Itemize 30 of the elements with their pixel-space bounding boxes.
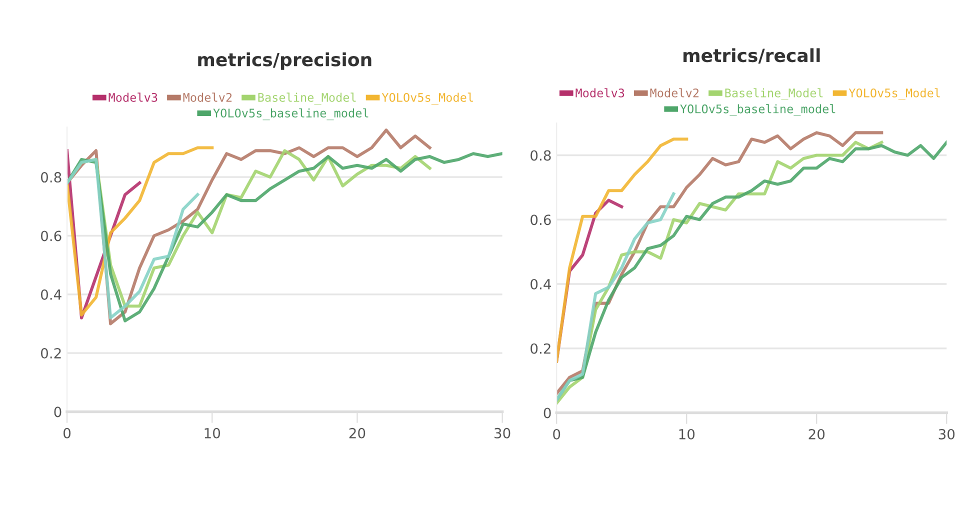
y-tick-label: 0.2 xyxy=(40,348,61,359)
legend-label: Baseline_Model xyxy=(725,88,823,100)
y-tick-label: 0.8 xyxy=(40,172,62,183)
legend-label: YOLOv5s_baseline_model xyxy=(213,108,368,120)
y-tick-label: 0.6 xyxy=(40,230,62,242)
legend-label: Baseline_Model xyxy=(258,92,356,104)
y-tick-label: 0.6 xyxy=(530,214,551,226)
x-tick-label: 30 xyxy=(938,428,955,440)
x-tick-label: 30 xyxy=(494,428,510,438)
legend-label: Modelv3 xyxy=(576,88,624,98)
x-tick-label: 10 xyxy=(679,428,695,440)
chart-title: metrics/recall xyxy=(683,48,820,64)
legend-label: YOLOv5s_Model xyxy=(848,88,940,100)
legend-label: YOLOv5s_baseline_model xyxy=(680,104,836,116)
legend-label: Modelv3 xyxy=(108,92,158,102)
legend-label: Modelv2 xyxy=(650,88,699,98)
y-tick-label: 0.2 xyxy=(530,343,550,354)
x-tick-label: 20 xyxy=(349,428,366,438)
y-tick-label: 0 xyxy=(54,406,62,418)
x-tick-label: 20 xyxy=(808,428,825,440)
y-tick-label: 0.4 xyxy=(530,278,551,290)
y-tick-label: 0 xyxy=(544,408,551,418)
y-tick-label: 0.4 xyxy=(40,289,62,300)
x-tick-label: 0 xyxy=(64,428,71,438)
y-tick-label: 0.8 xyxy=(530,150,551,161)
chart-title: metrics/precision xyxy=(198,52,372,70)
x-tick-label: 0 xyxy=(553,428,560,440)
legend-label: Modelv2 xyxy=(183,92,232,102)
x-tick-label: 10 xyxy=(204,428,220,438)
legend-label: YOLOv5s_Model xyxy=(382,92,473,104)
